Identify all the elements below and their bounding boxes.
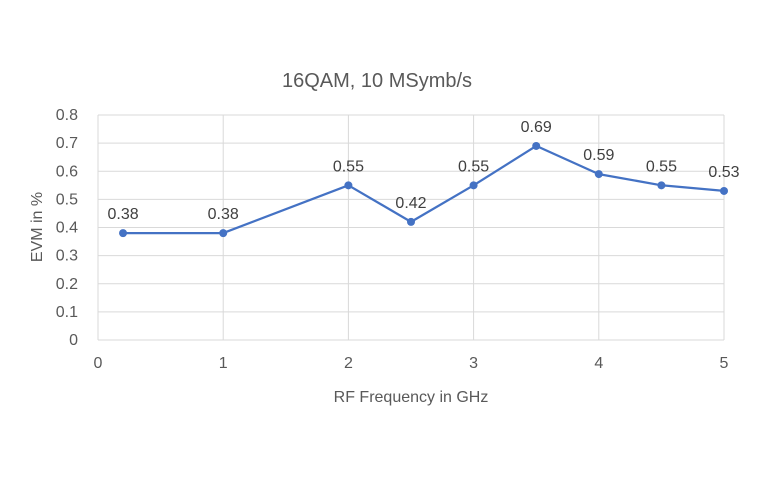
- x-axis-ticks: 0 1 2 3 4 5: [94, 355, 729, 372]
- x-axis-label: RF Frequency in GHz: [334, 389, 489, 406]
- data-point: [594, 170, 603, 179]
- data-labels: 0.38 0.38 0.55 0.42 0.55 0.69 0.59 0.55 0.53: [107, 119, 739, 223]
- y-tick-label: 0.6: [56, 163, 78, 180]
- data-label: 0.69: [521, 119, 552, 136]
- data-point: [657, 181, 666, 190]
- data-point: [532, 141, 541, 150]
- y-tick-label: 0.3: [56, 248, 78, 265]
- data-point: [469, 181, 478, 190]
- x-tick-label: 3: [469, 355, 478, 372]
- x-tick-label: 4: [594, 355, 603, 372]
- data-label: 0.38: [107, 206, 138, 223]
- data-label: 0.55: [646, 158, 677, 175]
- y-axis-label: EVM in %: [29, 192, 46, 262]
- data-label: 0.53: [708, 164, 739, 181]
- data-points: [119, 141, 728, 238]
- data-point: [119, 229, 128, 238]
- y-tick-label: 0.1: [56, 304, 78, 321]
- y-tick-label: 0.8: [56, 107, 78, 124]
- data-label: 0.42: [395, 195, 426, 212]
- chart-title: 16QAM, 10 MSymb/s: [282, 70, 472, 92]
- y-tick-label: 0.7: [56, 135, 78, 152]
- data-label: 0.55: [333, 158, 364, 175]
- y-tick-label: 0.5: [56, 191, 78, 208]
- y-axis-ticks: 0 0.1 0.2 0.3 0.4 0.5 0.6 0.7 0.8: [56, 107, 78, 349]
- data-label: 0.59: [583, 147, 614, 164]
- y-tick-label: 0.4: [56, 220, 78, 237]
- x-tick-label: 2: [344, 355, 353, 372]
- x-tick-label: 5: [720, 355, 729, 372]
- y-tick-label: 0: [69, 332, 78, 349]
- x-tick-label: 0: [94, 355, 103, 372]
- gridlines: [97, 114, 725, 341]
- y-tick-label: 0.2: [56, 276, 78, 293]
- x-tick-label: 1: [219, 355, 228, 372]
- data-point: [219, 229, 228, 238]
- data-label: 0.55: [458, 158, 489, 175]
- data-point: [344, 181, 353, 190]
- data-point: [720, 186, 728, 195]
- data-label: 0.38: [208, 206, 239, 223]
- data-point: [407, 217, 415, 226]
